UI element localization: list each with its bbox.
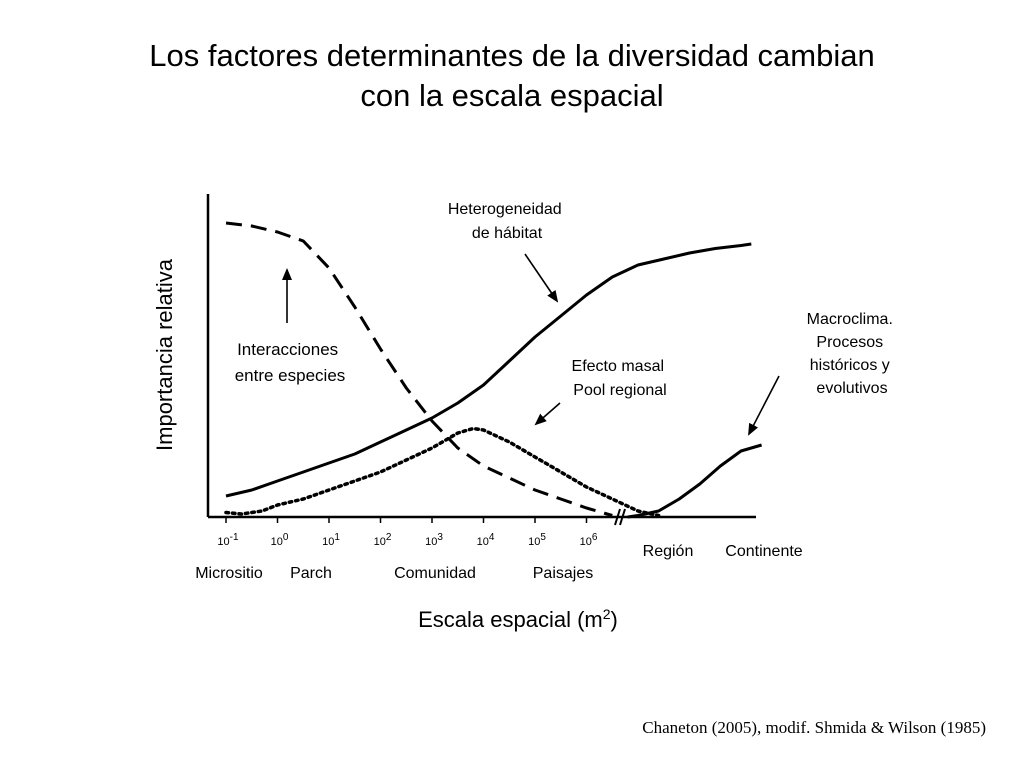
annotation-interacciones: Interacciones entre especies <box>235 340 346 385</box>
annotation-efecto-masal: Efecto masal Pool regional <box>572 358 669 399</box>
x-tick-label: 101 <box>322 532 340 548</box>
y-axis-label: Importancia relativa <box>152 258 177 451</box>
category-parch: Parch <box>290 565 332 582</box>
category-region: Región <box>643 543 694 560</box>
page-title: Los factores determinantes de la diversi… <box>60 36 964 116</box>
category-continente: Continente <box>725 543 802 560</box>
x-tick-label: 104 <box>477 532 495 548</box>
title-line-2: con la escala espacial <box>360 78 664 113</box>
x-tick-label: 100 <box>271 532 289 548</box>
axis-break-mark-1 <box>614 508 621 526</box>
x-tick-label: 103 <box>425 532 443 548</box>
arrow-macroclima <box>748 375 780 436</box>
curve-dashed-0 <box>225 221 613 517</box>
x-tick-label: 10-1 <box>217 532 239 548</box>
arrow-efecto-masal <box>534 402 561 426</box>
x-tick-label: 106 <box>580 532 598 548</box>
arrow-heterogeneidad <box>524 253 559 303</box>
title-line-1: Los factores determinantes de la diversi… <box>149 38 875 73</box>
x-axis-label: Escala espacial (m2) <box>418 606 618 632</box>
annotation-macroclima: Macroclima. Procesos históricos y evolut… <box>807 311 898 397</box>
x-tick-label: 105 <box>528 532 546 548</box>
category-paisajes: Paisajes <box>533 565 593 582</box>
curve-solid-1 <box>225 242 752 498</box>
x-tick-label: 102 <box>374 532 392 548</box>
annotation-heterogeneidad: Heterogeneidad de hábitat <box>448 201 566 242</box>
axis-break-mark-2 <box>619 508 626 526</box>
category-micrositio: Micrositio <box>195 565 263 582</box>
citation: Chaneton (2005), modif. Shmida & Wilson … <box>642 718 986 737</box>
category-comunidad: Comunidad <box>394 565 476 582</box>
curve-solid-3 <box>627 443 763 519</box>
curve-dotted-2 <box>224 426 661 518</box>
